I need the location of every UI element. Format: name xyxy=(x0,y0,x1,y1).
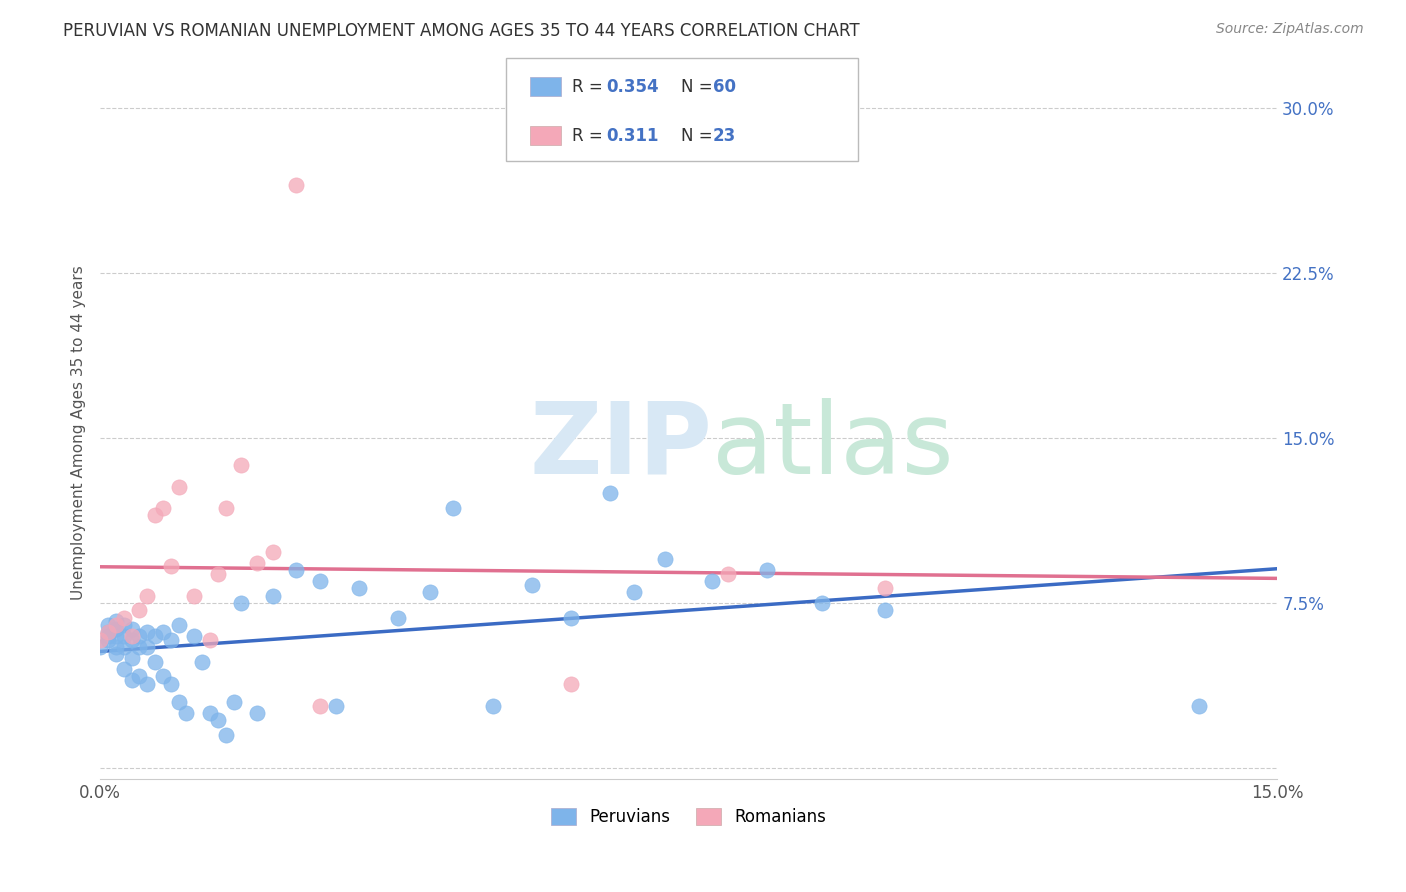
Point xyxy=(262,590,284,604)
Text: N =: N = xyxy=(681,78,717,95)
Text: 23: 23 xyxy=(713,127,737,145)
Point xyxy=(347,581,370,595)
Point xyxy=(89,640,111,654)
Point xyxy=(136,677,159,691)
Point xyxy=(104,623,127,637)
Point xyxy=(136,624,159,639)
Point xyxy=(231,458,253,472)
Point xyxy=(419,585,441,599)
Point xyxy=(811,596,834,610)
Point xyxy=(159,558,181,573)
Point xyxy=(191,656,214,670)
Point xyxy=(143,508,166,522)
Point xyxy=(97,629,120,643)
Point xyxy=(104,629,127,643)
Text: 0.311: 0.311 xyxy=(606,127,658,145)
Point xyxy=(97,624,120,639)
Point xyxy=(231,596,253,610)
Point xyxy=(222,695,245,709)
Point xyxy=(198,706,221,720)
Point xyxy=(152,624,174,639)
Point xyxy=(702,574,724,588)
Point xyxy=(97,624,120,639)
Text: 0.354: 0.354 xyxy=(606,78,658,95)
Point xyxy=(246,706,269,720)
Point xyxy=(756,563,779,577)
Point xyxy=(246,557,269,571)
Point xyxy=(112,618,135,632)
Point xyxy=(121,623,143,637)
Text: atlas: atlas xyxy=(713,398,953,495)
Point xyxy=(167,695,190,709)
Point xyxy=(128,668,150,682)
Point xyxy=(717,567,740,582)
Point xyxy=(520,578,543,592)
Point xyxy=(112,640,135,654)
Text: Source: ZipAtlas.com: Source: ZipAtlas.com xyxy=(1216,22,1364,37)
Point xyxy=(308,574,330,588)
Point xyxy=(387,611,409,625)
Text: 60: 60 xyxy=(713,78,735,95)
Point xyxy=(481,699,503,714)
Point xyxy=(136,640,159,654)
Point xyxy=(89,633,111,648)
Point xyxy=(176,706,198,720)
Point xyxy=(121,651,143,665)
Point xyxy=(112,629,135,643)
Text: N =: N = xyxy=(681,127,717,145)
Point xyxy=(285,178,308,193)
Point xyxy=(560,677,582,691)
Point xyxy=(873,602,896,616)
Point xyxy=(325,699,347,714)
Point xyxy=(262,545,284,559)
Point xyxy=(167,479,190,493)
Point xyxy=(136,590,159,604)
Legend: Peruvians, Romanians: Peruvians, Romanians xyxy=(544,801,832,833)
Point xyxy=(121,673,143,687)
Text: R =: R = xyxy=(572,78,609,95)
Point xyxy=(112,662,135,676)
Text: PERUVIAN VS ROMANIAN UNEMPLOYMENT AMONG AGES 35 TO 44 YEARS CORRELATION CHART: PERUVIAN VS ROMANIAN UNEMPLOYMENT AMONG … xyxy=(63,22,860,40)
Point xyxy=(112,611,135,625)
Point xyxy=(654,552,676,566)
Point xyxy=(215,501,238,516)
Point xyxy=(104,618,127,632)
Point xyxy=(207,567,229,582)
Point xyxy=(215,728,238,742)
Point xyxy=(159,633,181,648)
Point xyxy=(104,647,127,661)
Point xyxy=(128,602,150,616)
Point xyxy=(121,629,143,643)
Y-axis label: Unemployment Among Ages 35 to 44 years: Unemployment Among Ages 35 to 44 years xyxy=(72,265,86,600)
Point xyxy=(183,590,205,604)
Point xyxy=(121,633,143,648)
Point xyxy=(152,668,174,682)
Point xyxy=(128,629,150,643)
Point xyxy=(599,486,621,500)
Point xyxy=(143,656,166,670)
Point xyxy=(873,581,896,595)
Point xyxy=(308,699,330,714)
Point xyxy=(623,585,645,599)
Point xyxy=(104,640,127,654)
Point xyxy=(104,614,127,628)
Text: ZIP: ZIP xyxy=(530,398,713,495)
Point xyxy=(167,618,190,632)
Point xyxy=(207,713,229,727)
Point xyxy=(97,618,120,632)
Point xyxy=(183,629,205,643)
Point xyxy=(198,633,221,648)
Point xyxy=(1188,699,1211,714)
Text: R =: R = xyxy=(572,127,613,145)
Point xyxy=(441,501,464,516)
Point xyxy=(152,501,174,516)
Point xyxy=(143,629,166,643)
Point xyxy=(128,640,150,654)
Point xyxy=(97,633,120,648)
Point xyxy=(285,563,308,577)
Point xyxy=(159,677,181,691)
Point xyxy=(560,611,582,625)
